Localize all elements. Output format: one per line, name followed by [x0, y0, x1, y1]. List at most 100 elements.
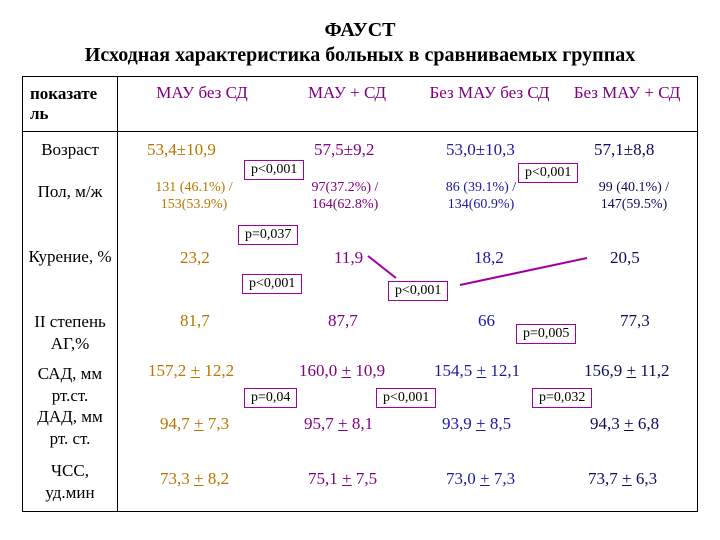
ag-mau-dm: 87,7: [328, 311, 358, 330]
row-label-ag: II степень АГ,%: [34, 312, 106, 353]
sex-no-mau-no-dm: 86 (39.1%) / 134(60.9%): [426, 179, 536, 213]
sad-no-mau-no-dm-mean: 154,5: [434, 361, 477, 380]
sad-no-mau-dm-mean: 156,9: [584, 361, 627, 380]
sex-mau-dm: 97(37.2%) / 164(62.8%): [290, 179, 400, 213]
pvalue-age-right: p<0,001: [518, 163, 579, 183]
sad-no-mau-dm-pm: +: [626, 361, 637, 380]
sex-mau-dm-male: 97(37.2%) /: [311, 180, 379, 195]
hr-no-mau-dm-mean: 73,7: [588, 469, 622, 488]
dad-mau-no-dm-mean: 94,7: [160, 414, 194, 433]
sad-no-mau-dm-sd: 11,2: [636, 361, 670, 380]
sad-mau-dm: 160,0 + 10,9: [299, 360, 385, 382]
hr-no-mau-dm-sd: 6,3: [631, 469, 658, 488]
header-mau-dm: МАУ + СД: [307, 83, 387, 102]
sad-mau-no-dm: 157,2 + 12,2: [148, 360, 234, 382]
sex-no-mau-dm: 99 (40.1%) / 147(59.5%): [574, 179, 694, 213]
dad-no-mau-no-dm-pm: +: [476, 414, 486, 433]
row-label-dad: ДАД, мм рт. ст.: [37, 407, 103, 448]
hr-no-mau-no-dm: 73,0 + 7,3: [446, 468, 515, 490]
pvalue-smoke-left: p<0,001: [242, 274, 303, 294]
dad-mau-dm: 95,7 + 8,1: [304, 413, 373, 435]
dad-no-mau-dm-pm: +: [624, 414, 634, 433]
sad-no-mau-no-dm-pm: +: [476, 361, 487, 380]
pvalue-sex: p=0,037: [238, 225, 299, 245]
table-border-top: [22, 76, 698, 77]
sad-mau-dm-mean: 160,0: [299, 361, 342, 380]
dad-no-mau-dm-sd: 6,8: [633, 414, 660, 433]
dad-no-mau-no-dm-sd: 8,5: [485, 414, 512, 433]
ag-mau-no-dm: 81,7: [180, 311, 210, 330]
sex-no-mau-no-dm-female: 134(60.9%): [447, 197, 515, 212]
smoking-mau-no-dm: 23,2: [180, 248, 210, 267]
dad-no-mau-dm-mean: 94,3: [590, 414, 624, 433]
hr-mau-no-dm-mean: 73,3: [160, 469, 194, 488]
connector-lines: [367, 255, 588, 286]
sad-mau-dm-pm: +: [341, 361, 352, 380]
dad-no-mau-no-dm: 93,9 + 8,5: [442, 413, 511, 435]
age-no-mau-dm: 57,1±8,8: [594, 140, 655, 159]
hr-no-mau-dm-pm: +: [622, 469, 632, 488]
ag-no-mau-dm: 77,3: [620, 311, 650, 330]
smoke-connector-right: [459, 257, 588, 286]
dad-mau-no-dm-pm: +: [194, 414, 204, 433]
slide-subtitle: Исходная характеристика больных в сравни…: [84, 44, 636, 66]
dad-mau-dm-mean: 95,7: [304, 414, 338, 433]
dad-no-mau-no-dm-mean: 93,9: [442, 414, 476, 433]
header-divider: [22, 131, 698, 132]
age-mau-no-dm: 53,4±10,9: [147, 140, 216, 159]
header-mau-no-dm: МАУ без СД: [156, 83, 248, 102]
age-no-mau-no-dm: 53,0±10,3: [446, 140, 515, 159]
hr-mau-no-dm-sd: 8,2: [203, 469, 230, 488]
sex-mau-no-dm-male: 131 (46.1%) /: [155, 180, 233, 195]
hr-mau-dm-sd: 7,5: [351, 469, 378, 488]
hr-mau-dm-mean: 75,1: [308, 469, 342, 488]
sex-mau-dm-female: 164(62.8%): [311, 197, 379, 212]
sex-no-mau-dm-female: 147(59.5%): [600, 197, 668, 212]
table-border-bottom: [22, 511, 698, 512]
pvalue-sad-left: p=0,04: [244, 388, 298, 408]
table-border-left: [22, 76, 23, 512]
pvalue-smoke-right: p<0,001: [388, 281, 449, 301]
pvalue-ag: p=0,005: [516, 324, 577, 344]
table-border-right: [697, 76, 698, 512]
header-no-mau-dm: Без МАУ + СД: [573, 83, 681, 102]
dad-no-mau-dm: 94,3 + 6,8: [590, 413, 659, 435]
hr-no-mau-no-dm-mean: 73,0: [446, 469, 480, 488]
sad-no-mau-no-dm-sd: 12,1: [486, 361, 521, 380]
row-label-smoking: Курение, %: [28, 247, 112, 266]
header-param: показате ль: [30, 84, 98, 123]
comparison-table: показате ль МАУ без СД МАУ + СД Без МАУ …: [22, 76, 698, 512]
sad-no-mau-dm: 156,9 + 11,2: [584, 360, 669, 382]
pvalue-sad-right: p=0,032: [532, 388, 593, 408]
sad-mau-no-dm-sd: 12,2: [200, 361, 235, 380]
sex-mau-no-dm: 131 (46.1%) / 153(53.9%): [134, 179, 254, 213]
column-divider: [117, 76, 118, 512]
sad-mau-no-dm-mean: 157,2: [148, 361, 191, 380]
hr-no-mau-dm: 73,7 + 6,3: [588, 468, 657, 490]
row-label-hr: ЧСС, уд.мин: [45, 461, 95, 502]
smoking-no-mau-dm: 20,5: [610, 248, 640, 267]
hr-no-mau-no-dm-pm: +: [480, 469, 490, 488]
row-label-age: Возраст: [41, 140, 99, 159]
ag-no-mau-no-dm: 66: [478, 311, 495, 330]
sad-no-mau-no-dm: 154,5 + 12,1: [434, 360, 520, 382]
dad-mau-no-dm-sd: 7,3: [203, 414, 230, 433]
age-mau-dm: 57,5±9,2: [314, 140, 375, 159]
sex-no-mau-no-dm-male: 86 (39.1%) /: [445, 180, 517, 195]
hr-mau-dm-pm: +: [342, 469, 352, 488]
header-no-mau-no-dm: Без МАУ без СД: [429, 83, 550, 102]
slide-title: ФАУСТ: [324, 19, 396, 41]
sex-no-mau-dm-male: 99 (40.1%) /: [598, 180, 670, 195]
sex-mau-no-dm-female: 153(53.9%): [160, 197, 228, 212]
hr-mau-no-dm: 73,3 + 8,2: [160, 468, 229, 490]
hr-no-mau-no-dm-sd: 7,3: [489, 469, 516, 488]
pvalue-sad-mid: p<0,001: [376, 388, 437, 408]
smoke-connector-left: [367, 255, 397, 279]
hr-mau-dm: 75,1 + 7,5: [308, 468, 377, 490]
smoking-mau-dm: 11,9: [334, 248, 364, 267]
dad-mau-dm-sd: 8,1: [347, 414, 374, 433]
sad-mau-dm-sd: 10,9: [351, 361, 386, 380]
hr-mau-no-dm-pm: +: [194, 469, 204, 488]
row-label-sex: Пол, м/ж: [37, 182, 103, 201]
dad-mau-dm-pm: +: [338, 414, 348, 433]
